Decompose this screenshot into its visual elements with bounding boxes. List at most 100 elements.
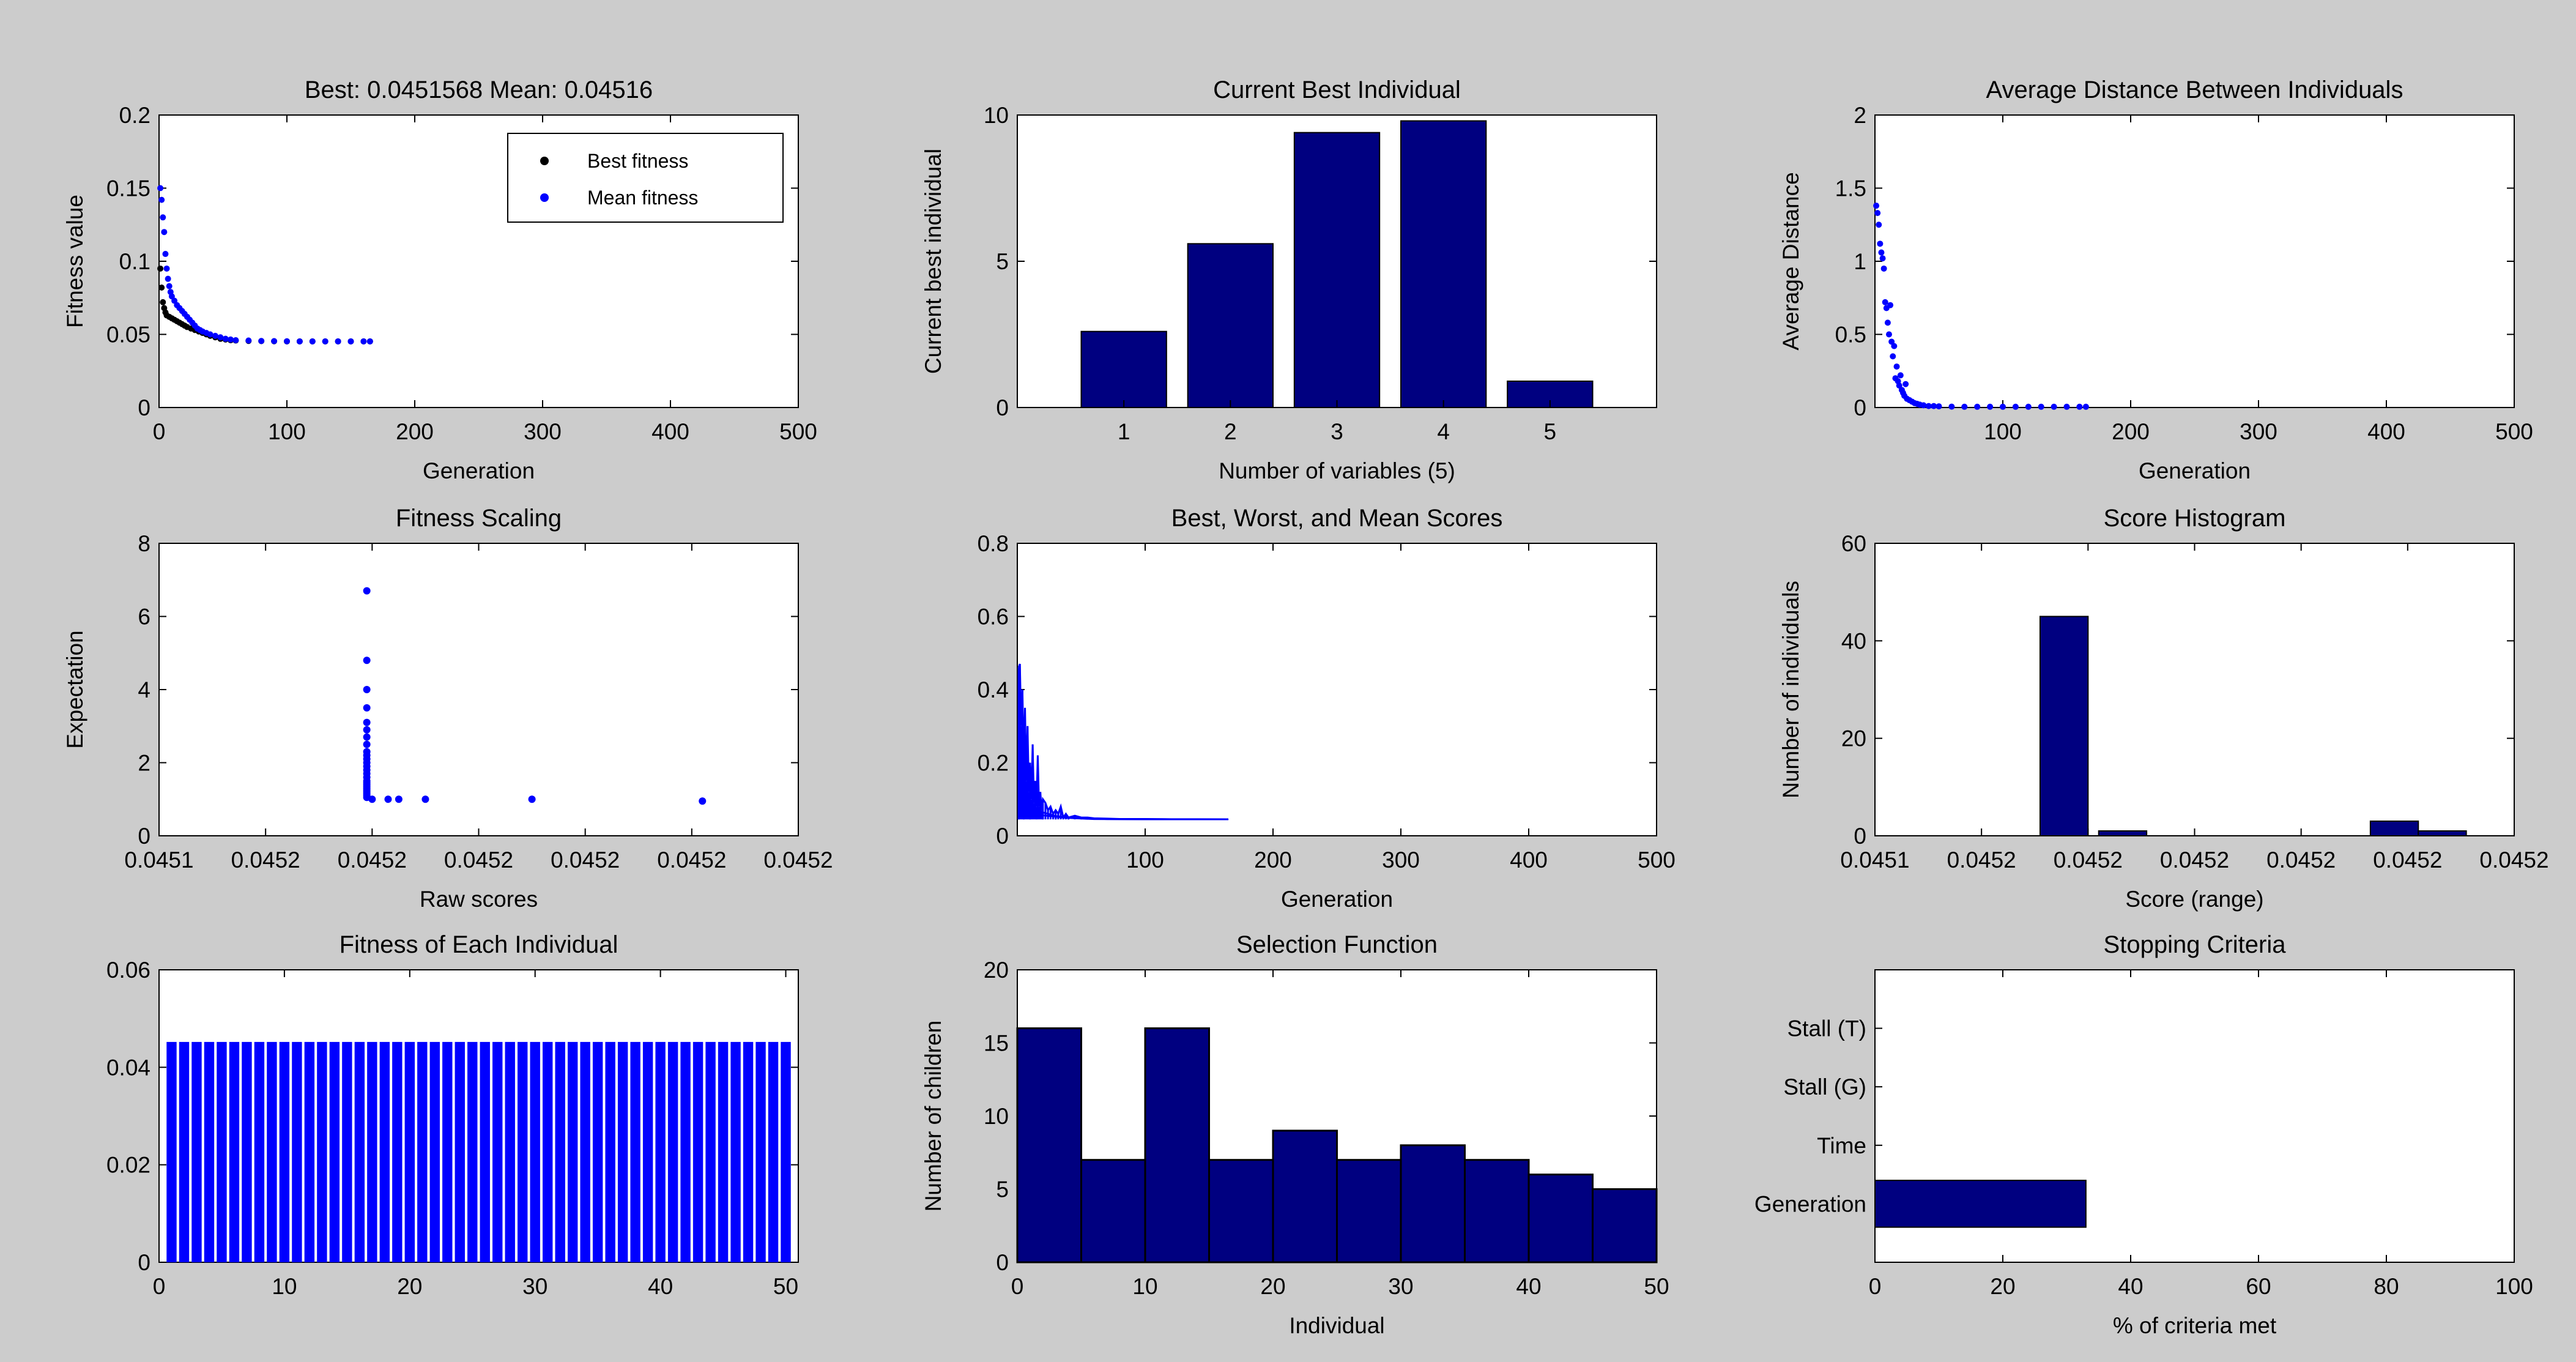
x-tick-label: 0 xyxy=(1011,1274,1024,1299)
individual-bar xyxy=(492,1041,503,1262)
y-tick-label: 15 xyxy=(984,1031,1009,1056)
data-point xyxy=(1885,331,1892,338)
y-tick-label: 0 xyxy=(996,1250,1009,1275)
y-tick-label: 60 xyxy=(1841,531,1866,556)
data-point xyxy=(271,338,278,344)
x-tick-label: 4 xyxy=(1437,419,1450,444)
chart-title: Score Histogram xyxy=(2104,505,2286,532)
x-tick-label: 500 xyxy=(1638,847,1676,873)
data-point xyxy=(335,338,341,344)
data-point xyxy=(207,331,213,338)
y-tick-label: Generation xyxy=(1754,1191,1866,1216)
data-point xyxy=(1920,402,1927,409)
panel-fitness-each: Fitness of Each Individual 0 10 20 30 40 50 0 0.… xyxy=(106,931,799,1299)
y-tick-label: 0 xyxy=(138,1250,150,1275)
x-tick-label: 400 xyxy=(1510,847,1548,873)
individual-bar xyxy=(505,1041,515,1262)
individual-bar xyxy=(768,1041,779,1262)
data-point xyxy=(1925,403,1932,409)
individual-bar xyxy=(191,1041,202,1262)
y-tick-label: 0.4 xyxy=(978,677,1009,702)
chart-title: Selection Function xyxy=(1236,931,1438,958)
panel-selection: Selection Function Individual Number of ch… xyxy=(921,931,1669,1338)
y-tick-label: 1.5 xyxy=(1835,176,1866,201)
data-point xyxy=(2051,403,2057,410)
data-point xyxy=(1887,302,1894,308)
data-point xyxy=(1873,203,1880,209)
bar xyxy=(1080,330,1167,408)
individual-bar xyxy=(580,1041,590,1262)
legend: Best fitness Mean fitness xyxy=(507,133,784,223)
data-point xyxy=(166,283,173,289)
y-tick-label: 0.02 xyxy=(106,1153,150,1178)
plot-area xyxy=(1874,543,2515,836)
data-point xyxy=(1948,403,1955,410)
data-point xyxy=(1897,372,1904,379)
x-tick-label: 0.0452 xyxy=(444,847,513,873)
data-point xyxy=(2025,403,2032,410)
x-tick-label: 400 xyxy=(651,419,689,444)
data-point xyxy=(363,704,371,712)
individual-bar xyxy=(781,1041,791,1262)
x-tick-label: 10 xyxy=(272,1274,297,1299)
y-tick-label: 40 xyxy=(1841,628,1866,653)
chart-title: Fitness of Each Individual xyxy=(340,931,618,958)
data-point xyxy=(363,726,371,734)
x-axis-label: Generation xyxy=(423,458,535,483)
data-point xyxy=(212,332,218,339)
data-point xyxy=(360,338,367,344)
y-tick-label: Stall (T) xyxy=(1787,1016,1867,1041)
x-tick-label: 5 xyxy=(1544,419,1557,444)
selection-bar xyxy=(1208,1159,1274,1263)
data-point xyxy=(363,587,371,595)
x-tick-label: 0 xyxy=(153,419,166,444)
x-tick-label: 20 xyxy=(1260,1274,1285,1299)
x-tick-label: 300 xyxy=(1382,847,1420,873)
individual-bar xyxy=(267,1041,277,1262)
individual-bar xyxy=(404,1041,415,1262)
data-point xyxy=(296,338,303,344)
data-point xyxy=(1874,210,1881,217)
y-tick-label: 10 xyxy=(984,103,1009,128)
x-axis-label: Generation xyxy=(2139,458,2251,483)
data-point xyxy=(160,299,166,305)
histogram-bar xyxy=(2098,830,2148,836)
individual-bar xyxy=(242,1041,252,1262)
data-point xyxy=(1893,363,1900,370)
x-tick-label: 0.0452 xyxy=(2479,847,2548,873)
individual-bar xyxy=(292,1041,302,1262)
individual-bar xyxy=(179,1041,190,1262)
individual-bar xyxy=(317,1041,327,1262)
x-tick-label: 100 xyxy=(2495,1274,2533,1299)
legend-entry: Best fitness xyxy=(587,150,688,172)
individual-bar xyxy=(354,1041,365,1262)
y-axis-label: Average Distance xyxy=(1778,172,1803,350)
x-tick-label: 50 xyxy=(1644,1274,1669,1299)
individual-bar xyxy=(630,1041,640,1262)
x-tick-label: 80 xyxy=(2374,1274,2399,1299)
chart-title: Fitness Scaling xyxy=(396,505,562,532)
data-point xyxy=(217,334,224,341)
selection-bar xyxy=(1016,1027,1082,1263)
x-tick-label: 300 xyxy=(524,419,562,444)
x-tick-label: 40 xyxy=(648,1274,673,1299)
legend-marker xyxy=(540,157,549,165)
selection-bar xyxy=(1400,1144,1466,1263)
x-tick-label: 0.0452 xyxy=(338,847,407,873)
data-point xyxy=(1882,299,1888,305)
data-point xyxy=(232,337,239,344)
x-tick-label: 30 xyxy=(1388,1274,1413,1299)
x-tick-label: 0.0452 xyxy=(763,847,833,873)
histogram-bar xyxy=(2039,616,2089,836)
data-point xyxy=(158,285,165,291)
y-tick-label: 8 xyxy=(138,531,150,556)
individual-bar xyxy=(667,1041,678,1262)
x-tick-label: 30 xyxy=(522,1274,547,1299)
plot-area xyxy=(158,543,799,836)
individual-bar xyxy=(304,1041,315,1262)
individual-bar xyxy=(217,1041,227,1262)
x-axis-label: Score (range) xyxy=(2125,887,2263,912)
individual-bar xyxy=(743,1041,754,1262)
x-tick-label: 0.0452 xyxy=(551,847,620,873)
